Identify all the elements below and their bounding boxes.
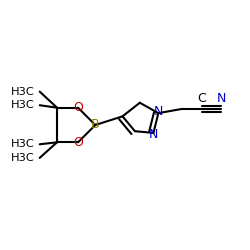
Text: H3C: H3C xyxy=(11,139,35,149)
Text: N: N xyxy=(154,105,163,118)
Text: H3C: H3C xyxy=(11,87,35,97)
Text: H3C: H3C xyxy=(11,153,35,163)
Text: H3C: H3C xyxy=(11,100,35,110)
Text: O: O xyxy=(73,136,83,149)
Text: B: B xyxy=(91,118,100,132)
Text: N: N xyxy=(217,92,226,105)
Text: N: N xyxy=(149,128,158,141)
Text: C: C xyxy=(197,92,206,105)
Text: O: O xyxy=(73,101,83,114)
